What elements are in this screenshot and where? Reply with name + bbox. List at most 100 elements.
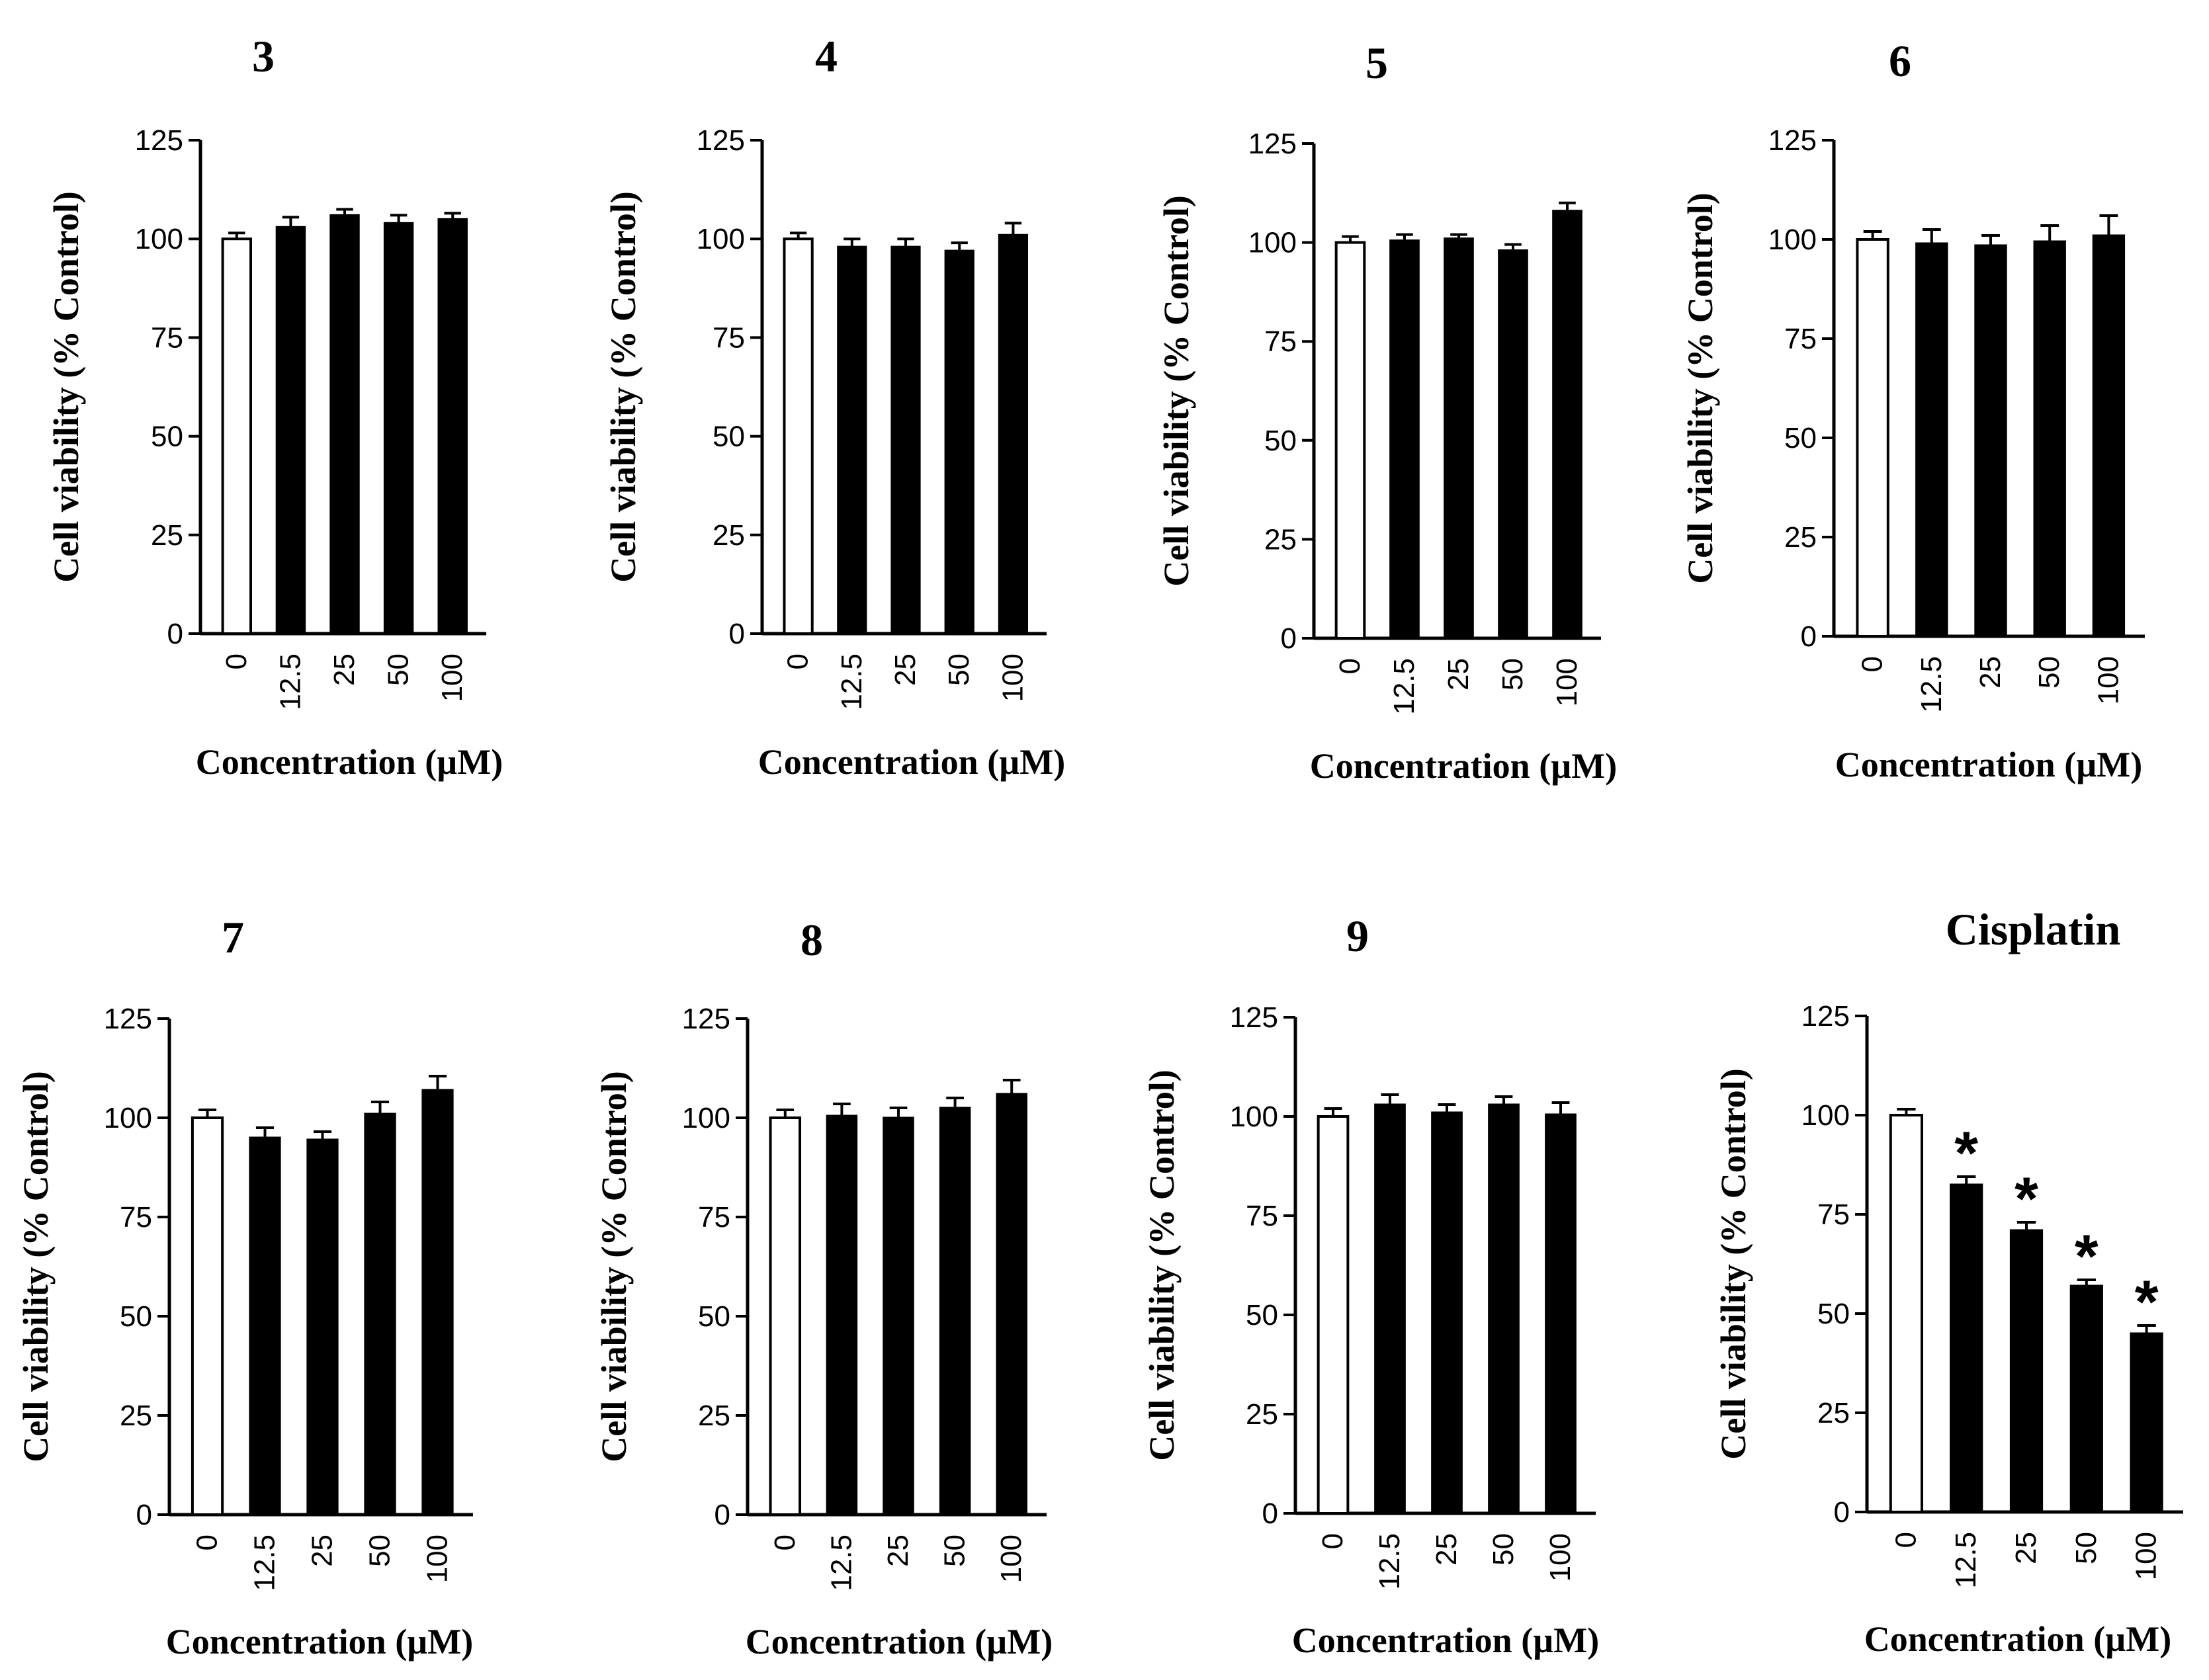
- x-tick-label: 100: [421, 1534, 454, 1583]
- panel-title: 6: [1889, 36, 1911, 86]
- bar-12_5: [275, 226, 306, 635]
- y-tick-label: 125: [1768, 124, 1817, 157]
- y-tick-label: 0: [715, 1499, 730, 1531]
- bar-50: [2069, 1284, 2103, 1513]
- x-tick-label: 100: [2092, 656, 2124, 704]
- bar-100: [1545, 1113, 1577, 1515]
- bar-0: [1856, 238, 1889, 638]
- y-tick-label: 125: [1801, 1000, 1850, 1032]
- bar-50: [2033, 240, 2066, 638]
- bar-12_5: [837, 245, 867, 635]
- y-tick-label: 25: [713, 519, 745, 552]
- y-tick-label: 25: [1784, 521, 1817, 554]
- bar-50: [1488, 1103, 1520, 1515]
- y-axis-title: Cell viability (% Control): [46, 191, 86, 582]
- x-tick-label: 50: [364, 1534, 396, 1567]
- x-tick-label: 12.5: [1950, 1532, 1982, 1589]
- panel-title: Cisplatin: [1946, 904, 2121, 954]
- x-tick-label: 100: [996, 653, 1029, 702]
- x-tick-label: 0: [220, 653, 253, 669]
- bar-12_5: [1915, 242, 1948, 638]
- bar-25: [1431, 1111, 1463, 1515]
- y-tick-label: 100: [135, 223, 183, 255]
- x-tick-label: 50: [2070, 1532, 2102, 1564]
- y-tick-label: 50: [1246, 1299, 1278, 1331]
- significance-marker: *: [1954, 1120, 1978, 1187]
- y-tick-label: 125: [135, 124, 183, 157]
- bar-50: [1498, 249, 1528, 640]
- bar-25: [890, 245, 921, 635]
- y-tick-label: 75: [713, 321, 745, 354]
- x-axis-title: Concentration (µM): [746, 1622, 1053, 1661]
- y-tick-label: 75: [1817, 1198, 1850, 1231]
- x-tick-label: 12.5: [1915, 656, 1948, 713]
- y-tick-label: 100: [1230, 1101, 1278, 1133]
- y-tick-label: 0: [167, 618, 183, 650]
- bar-25: [329, 214, 360, 635]
- panel-title: 3: [252, 31, 275, 81]
- y-tick-label: 50: [151, 421, 183, 453]
- panel-title: 5: [1365, 38, 1388, 88]
- bar-50: [383, 222, 414, 635]
- x-tick-label: 0: [782, 653, 814, 669]
- bar-25: [1444, 237, 1474, 640]
- bar-12_5: [1374, 1103, 1406, 1515]
- panel-title: 7: [222, 912, 244, 962]
- x-tick-label: 0: [1856, 656, 1889, 672]
- y-tick-label: 25: [151, 519, 183, 552]
- significance-marker: *: [2135, 1269, 2159, 1336]
- y-tick-label: 25: [1264, 523, 1297, 556]
- y-tick-label: 50: [120, 1300, 152, 1333]
- chart-panel-1: 3 0 25 50 75 100 125 Cell viability (% Control)…: [46, 31, 503, 782]
- bar-0: [1334, 241, 1366, 640]
- panel-title: 8: [801, 915, 823, 965]
- x-tick-label: 100: [995, 1534, 1027, 1583]
- y-axis-title: Cell viability (% Control): [1680, 192, 1720, 583]
- x-tick-label: 25: [306, 1534, 339, 1567]
- x-axis-title: Concentration (µM): [1292, 1620, 1600, 1660]
- bar-0: [191, 1116, 224, 1516]
- y-tick-label: 50: [1264, 425, 1297, 457]
- x-tick-label: 0: [769, 1534, 801, 1550]
- y-tick-label: 125: [1230, 1001, 1278, 1034]
- x-tick-label: 100: [2130, 1532, 2163, 1580]
- y-tick-label: 125: [697, 124, 745, 157]
- chart-panel-4: 6 0 25 50 75 100 125 Cell viability (% Control)…: [1680, 36, 2145, 784]
- x-tick-label: 12.5: [825, 1534, 857, 1591]
- y-tick-label: 50: [698, 1300, 730, 1333]
- chart-panel-6: 8 0 25 50 75 100 125 Cell viability (% Control)…: [594, 915, 1053, 1661]
- y-axis-title: Cell viability (% Control): [16, 1071, 56, 1462]
- y-tick-label: 50: [713, 421, 745, 453]
- y-tick-label: 50: [1817, 1298, 1850, 1330]
- x-tick-label: 12.5: [249, 1534, 281, 1591]
- bar-25: [883, 1116, 914, 1516]
- x-tick-label: 25: [1430, 1533, 1463, 1566]
- y-axis-title: Cell viability (% Control): [1713, 1068, 1753, 1459]
- x-tick-label: 50: [2033, 656, 2065, 689]
- y-tick-label: 100: [697, 223, 745, 255]
- x-tick-label: 50: [1487, 1533, 1520, 1566]
- x-tick-label: 0: [191, 1534, 224, 1550]
- bar-0: [1889, 1114, 1924, 1513]
- y-tick-label: 0: [1801, 620, 1817, 653]
- y-tick-label: 75: [1784, 323, 1817, 355]
- bar-100: [421, 1089, 454, 1516]
- y-tick-label: 100: [1768, 224, 1817, 256]
- x-tick-label: 12.5: [1388, 658, 1420, 715]
- x-tick-label: 25: [1442, 658, 1475, 691]
- x-axis-title: Concentration (µM): [1310, 746, 1618, 786]
- y-tick-label: 75: [151, 321, 183, 354]
- x-tick-label: 100: [1551, 658, 1583, 706]
- x-axis-title: Concentration (µM): [166, 1622, 474, 1661]
- bar-100: [2130, 1332, 2163, 1513]
- x-tick-label: 0: [1889, 1532, 1922, 1548]
- x-axis-title: Concentration (µM): [1835, 745, 2143, 784]
- y-axis-title: Cell viability (% Control): [1142, 1070, 1182, 1460]
- x-tick-label: 50: [939, 1534, 971, 1567]
- significance-marker: *: [2014, 1165, 2038, 1233]
- y-axis-title: Cell viability (% Control): [603, 191, 643, 582]
- y-tick-label: 0: [1834, 1496, 1850, 1529]
- y-tick-label: 25: [1246, 1398, 1278, 1431]
- y-axis-title: Cell viability (% Control): [594, 1071, 634, 1462]
- bar-50: [944, 249, 975, 635]
